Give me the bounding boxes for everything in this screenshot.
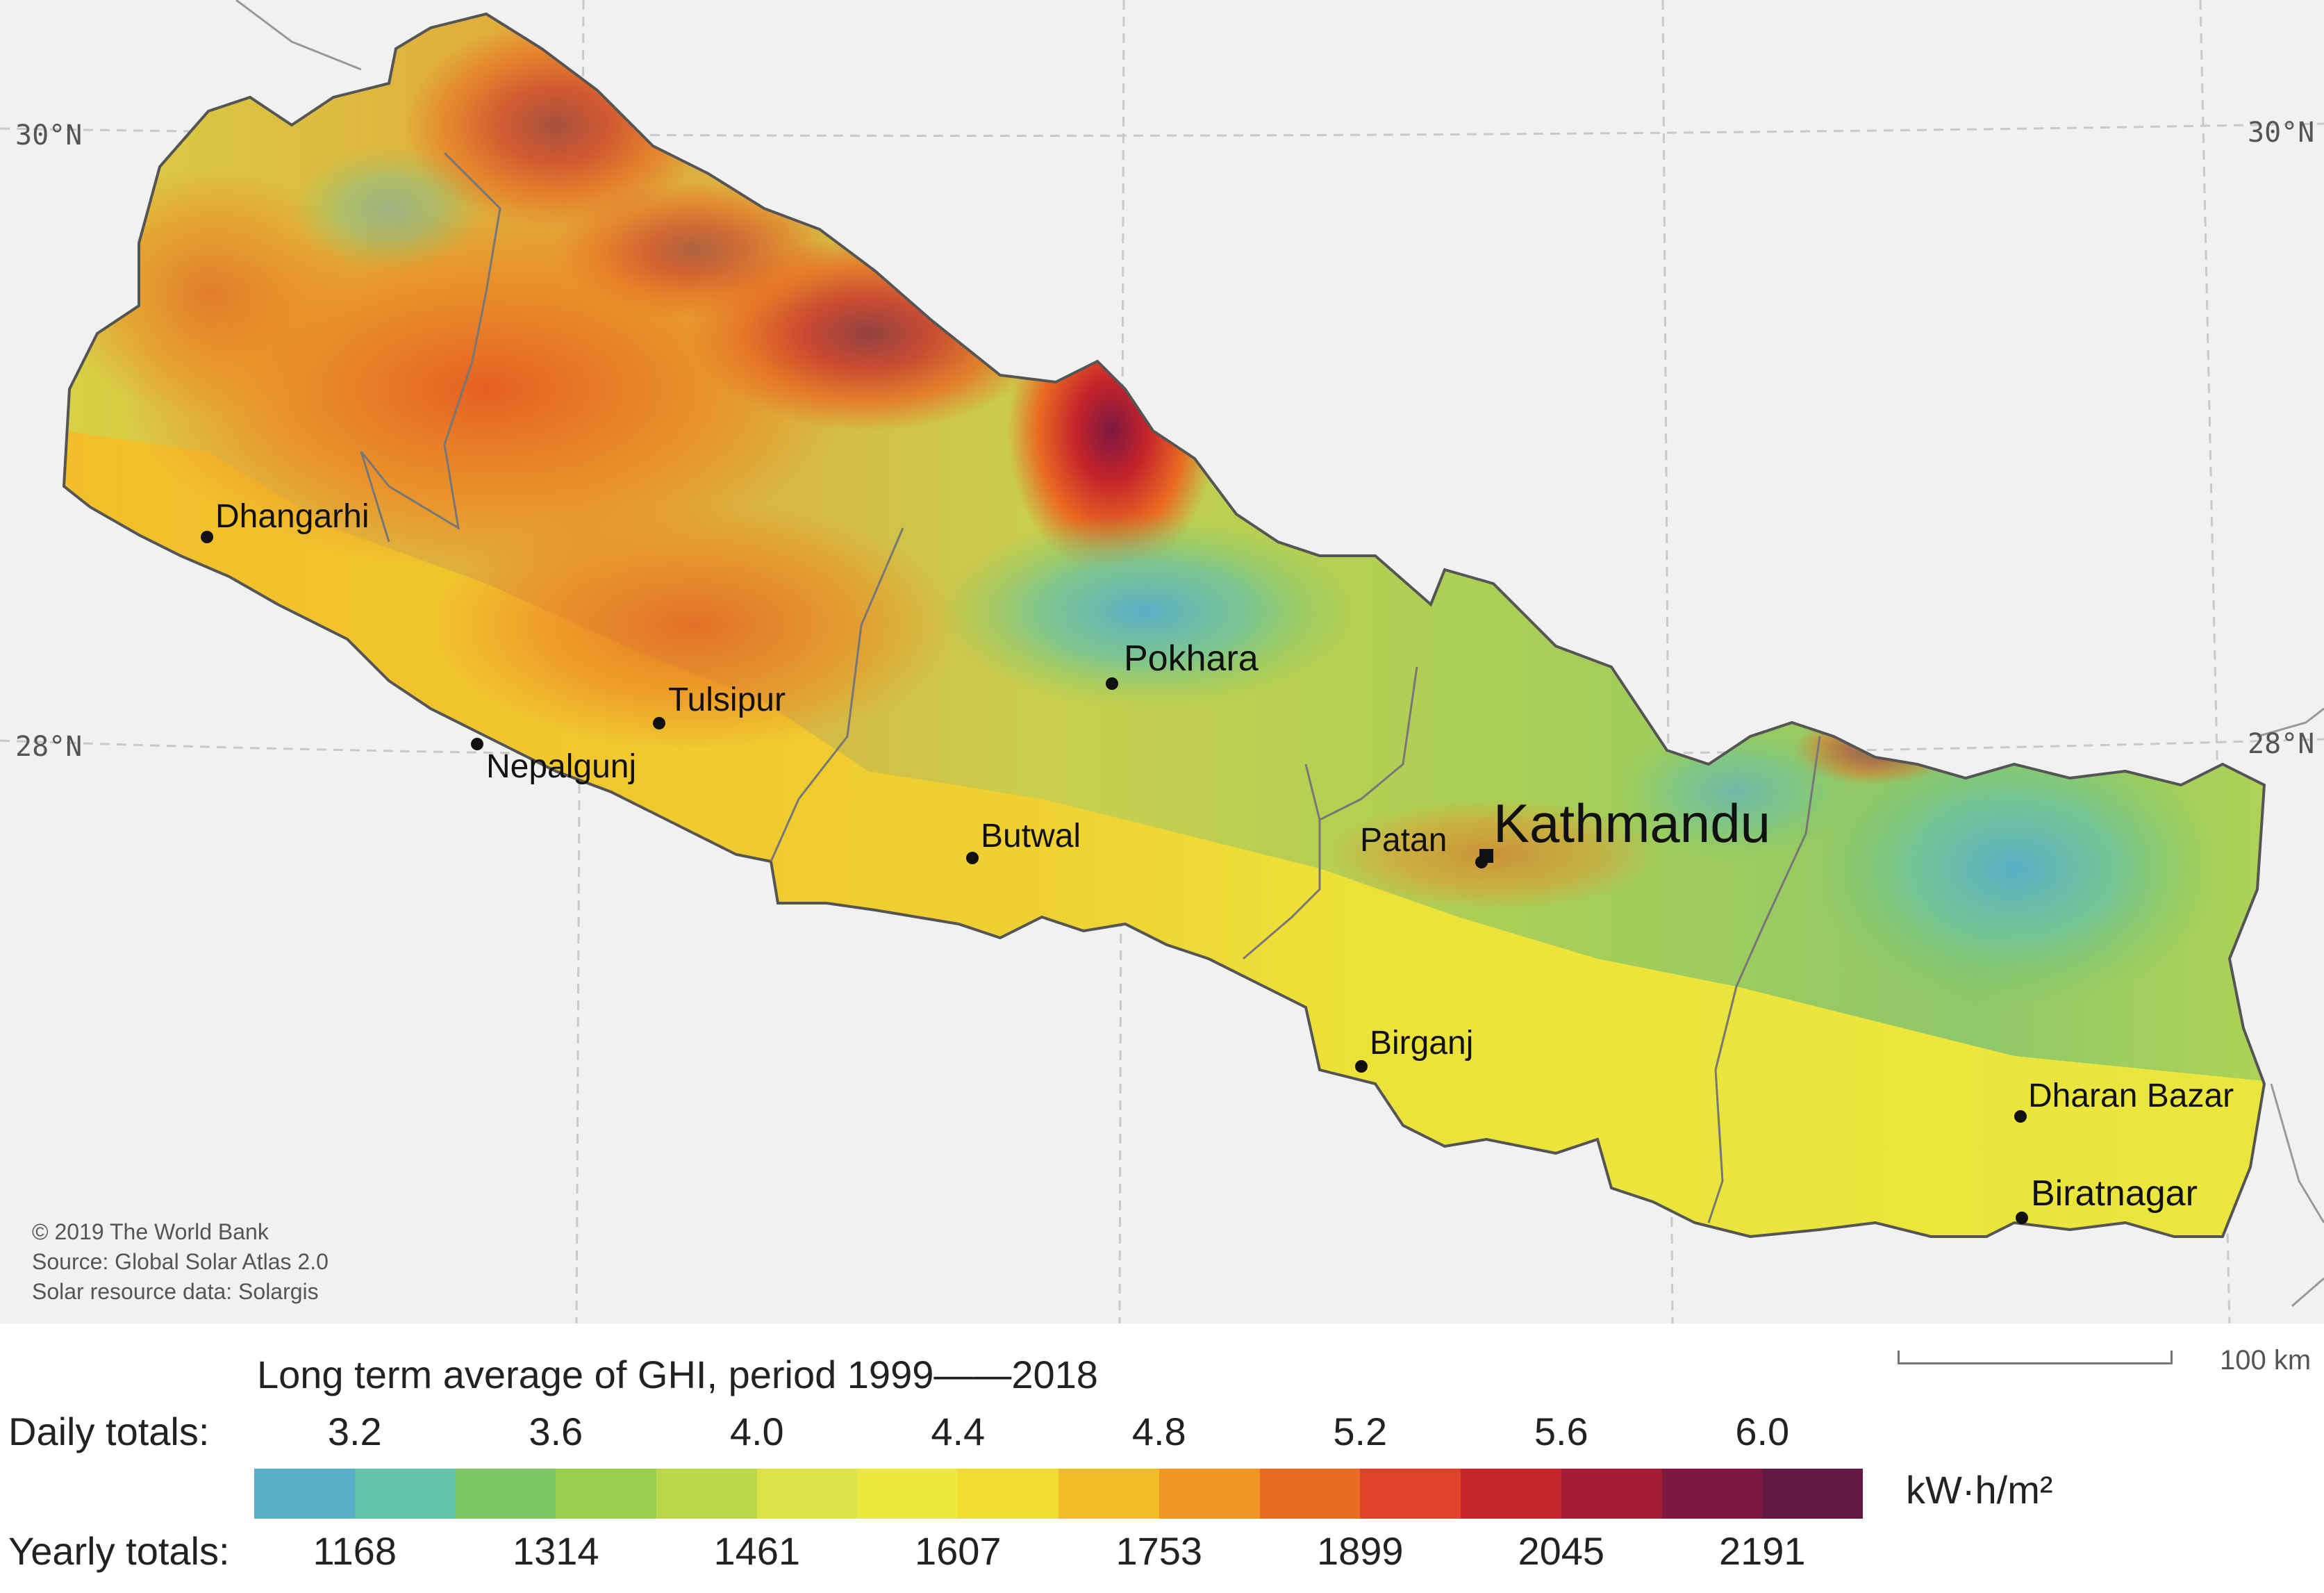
- map-panel[interactable]: 30°N 30°N 28°N 28°N Dhangarhi Pokhara Tu…: [0, 0, 2324, 1323]
- daily-tick: 6.0: [1735, 1410, 1790, 1453]
- city-label-biratnagar: Biratnagar: [2031, 1173, 2198, 1214]
- credit-line: © 2019 The World Bank: [32, 1219, 269, 1244]
- colorbar-swatch: [1159, 1469, 1260, 1519]
- city-label-dhangarhi: Dhangarhi: [215, 498, 370, 535]
- colorbar-swatch: [1360, 1469, 1461, 1519]
- colorbar-swatch: [254, 1469, 355, 1519]
- scale-bar-label: 100 km: [2220, 1345, 2311, 1376]
- city-label-dharan-bazar: Dharan Bazar: [2028, 1078, 2234, 1114]
- yearly-tick: 2191: [1718, 1529, 1806, 1573]
- yearly-tick: 1314: [512, 1529, 599, 1573]
- solar-map: [0, 0, 2324, 1323]
- colorbar-swatch: [556, 1469, 656, 1519]
- yearly-totals-label: Yearly totals:: [8, 1529, 230, 1573]
- map-credits: © 2019 The World Bank Source: Global Sol…: [32, 1217, 329, 1307]
- lat-label-30n-left: 30°N: [15, 119, 83, 151]
- yearly-tick: 1461: [713, 1529, 801, 1573]
- daily-tick: 5.6: [1534, 1410, 1588, 1453]
- daily-tick: 3.2: [327, 1410, 382, 1453]
- daily-tick: 5.2: [1333, 1410, 1388, 1453]
- city-label-butwal: Butwal: [981, 818, 1081, 855]
- colorbar-swatch: [656, 1469, 757, 1519]
- city-label-nepalgunj: Nepalgunj: [486, 748, 637, 785]
- daily-totals-label: Daily totals:: [8, 1410, 210, 1453]
- lat-label-28n-left: 28°N: [15, 731, 83, 763]
- yearly-tick: 1899: [1316, 1529, 1404, 1573]
- colorbar-swatch: [1762, 1469, 1863, 1519]
- colorbar-swatch: [1661, 1469, 1763, 1519]
- lat-label-28n-right: 28°N: [2248, 728, 2315, 760]
- city-marker-birganj[interactable]: [1355, 1060, 1368, 1073]
- city-label-tulsipur: Tulsipur: [668, 682, 786, 718]
- ghi-colorbar: [254, 1469, 1863, 1519]
- city-label-birganj: Birganj: [1370, 1025, 1474, 1062]
- city-label-kathmandu: Kathmandu: [1493, 793, 1770, 854]
- city-label-patan: Patan: [1360, 822, 1447, 859]
- capital-marker-kathmandu[interactable]: [1479, 849, 1493, 863]
- daily-tick: 4.4: [931, 1410, 986, 1453]
- city-marker-biratnagar[interactable]: [2016, 1212, 2028, 1224]
- yearly-tick: 1607: [914, 1529, 1002, 1573]
- colorbar-swatch: [958, 1469, 1059, 1519]
- city-marker-pokhara[interactable]: [1106, 677, 1118, 690]
- colorbar-swatch: [1561, 1469, 1662, 1519]
- yearly-tick: 1753: [1115, 1529, 1203, 1573]
- yearly-tick: 1168: [313, 1529, 397, 1573]
- colorbar-swatch: [455, 1469, 556, 1519]
- colorbar-swatch: [857, 1469, 958, 1519]
- neighbour-borders: [235, 0, 2324, 1307]
- legend-unit: kW·h/m²: [1906, 1468, 2053, 1512]
- colorbar-swatch: [1461, 1469, 1561, 1519]
- colorbar-swatch: [354, 1469, 456, 1519]
- city-marker-butwal[interactable]: [966, 852, 979, 864]
- daily-tick: 4.0: [729, 1410, 784, 1453]
- daily-tick: 4.8: [1131, 1410, 1186, 1453]
- lat-label-30n-right: 30°N: [2248, 117, 2315, 149]
- colorbar-swatch: [1059, 1469, 1159, 1519]
- colorbar-swatch: [756, 1469, 858, 1519]
- credit-line: Source: Global Solar Atlas 2.0: [32, 1249, 329, 1274]
- city-marker-nepalgunj[interactable]: [471, 738, 483, 750]
- city-marker-dharan-bazar[interactable]: [2014, 1110, 2027, 1123]
- city-marker-dhangarhi[interactable]: [201, 531, 213, 543]
- province-boundaries: [360, 151, 1821, 1223]
- daily-tick: 3.6: [529, 1410, 583, 1453]
- colorbar-swatch: [1259, 1469, 1361, 1519]
- credit-line: Solar resource data: Solargis: [32, 1279, 319, 1304]
- yearly-tick: 2045: [1518, 1529, 1605, 1573]
- city-label-pokhara: Pokhara: [1124, 638, 1259, 679]
- scale-bar: [1898, 1351, 2173, 1364]
- legend-title: Long term average of GHI, period 1999——2…: [257, 1353, 1098, 1396]
- city-marker-tulsipur[interactable]: [653, 717, 665, 729]
